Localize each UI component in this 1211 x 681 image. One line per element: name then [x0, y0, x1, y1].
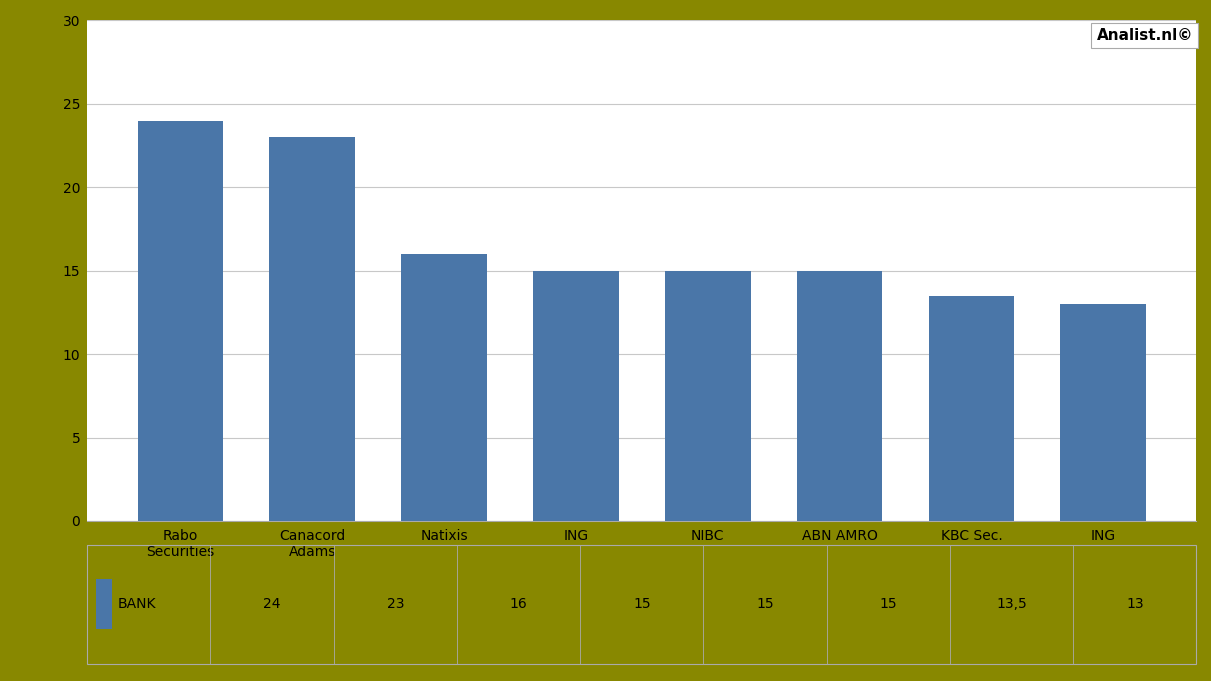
Bar	[138, 121, 223, 521]
Bar	[401, 254, 487, 521]
Bar	[96, 580, 111, 629]
Bar	[269, 138, 355, 521]
Text: BANK: BANK	[117, 597, 156, 612]
Text: 15: 15	[633, 597, 650, 612]
Text: 13,5: 13,5	[997, 597, 1027, 612]
Bar	[797, 270, 883, 521]
Text: Analist.nl©: Analist.nl©	[1097, 28, 1193, 43]
Text: 15: 15	[879, 597, 897, 612]
Text: 24: 24	[263, 597, 281, 612]
Text: 13: 13	[1126, 597, 1143, 612]
Bar	[1061, 304, 1146, 521]
Bar	[665, 270, 751, 521]
Bar	[929, 296, 1015, 521]
Text: 15: 15	[757, 597, 774, 612]
Text: 23: 23	[386, 597, 404, 612]
Bar	[533, 270, 619, 521]
Text: 16: 16	[510, 597, 528, 612]
